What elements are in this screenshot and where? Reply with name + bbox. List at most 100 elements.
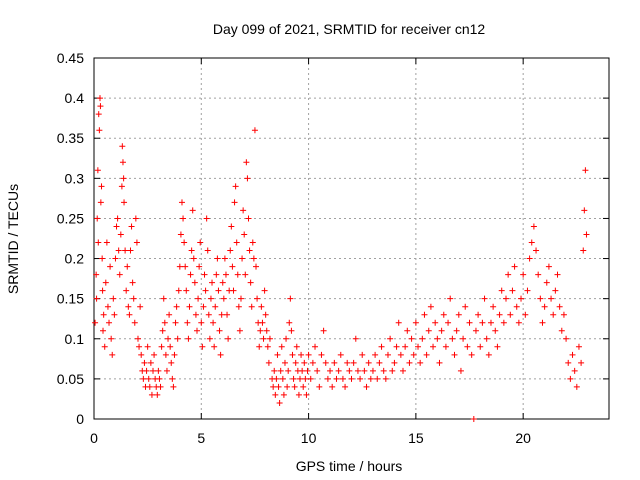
data-point [168, 359, 175, 366]
plot-frame [93, 57, 610, 420]
data-point [352, 335, 359, 342]
data-point [361, 367, 368, 374]
data-point [251, 127, 258, 134]
data-point [580, 247, 587, 254]
data-point [122, 247, 129, 254]
data-point [391, 359, 398, 366]
data-point [581, 207, 588, 214]
data-point [181, 239, 188, 246]
data-point [155, 367, 162, 374]
data-point [94, 167, 101, 174]
data-point [218, 311, 225, 318]
data-point [253, 263, 260, 270]
data-point [162, 351, 169, 358]
y-tick-label: 0.45 [57, 50, 84, 66]
data-point [318, 351, 325, 358]
data-point [109, 351, 116, 358]
data-point [129, 279, 136, 286]
data-point [102, 279, 109, 286]
data-point [127, 247, 134, 254]
data-points [92, 95, 590, 422]
data-point [490, 303, 497, 310]
data-point [348, 375, 355, 382]
data-point [300, 383, 307, 390]
data-point [438, 327, 445, 334]
data-point [415, 343, 422, 350]
data-point [278, 343, 285, 350]
data-point [272, 391, 279, 398]
x-tick-label: 10 [301, 430, 317, 446]
data-point [239, 255, 246, 262]
data-point [342, 383, 349, 390]
data-point [171, 351, 178, 358]
data-point [233, 239, 240, 246]
data-point [303, 391, 310, 398]
data-point [432, 319, 439, 326]
x-tick-label: 15 [408, 430, 424, 446]
data-point [175, 287, 182, 294]
data-point [246, 247, 253, 254]
data-point [284, 383, 291, 390]
data-point [107, 263, 114, 270]
data-point [460, 335, 467, 342]
data-point [301, 359, 308, 366]
data-point [387, 335, 394, 342]
data-point [232, 183, 239, 190]
data-point [173, 303, 180, 310]
data-point [222, 271, 229, 278]
data-point [494, 343, 501, 350]
data-point [217, 351, 224, 358]
data-point [442, 343, 449, 350]
data-point [533, 247, 540, 254]
data-point [449, 335, 456, 342]
data-point [524, 287, 531, 294]
data-point [331, 359, 338, 366]
data-point [346, 367, 353, 374]
data-point [552, 287, 559, 294]
data-point [372, 351, 379, 358]
x-tick-label: 0 [90, 430, 98, 446]
data-point [288, 327, 295, 334]
data-point [286, 319, 293, 326]
data-point [434, 335, 441, 342]
data-point [274, 351, 281, 358]
data-point [197, 239, 204, 246]
data-point [453, 327, 460, 334]
data-point [103, 239, 110, 246]
data-point [150, 367, 157, 374]
data-point [170, 383, 177, 390]
data-point [565, 359, 572, 366]
data-point [382, 375, 389, 382]
data-point [295, 391, 302, 398]
data-point [397, 351, 404, 358]
data-point [194, 327, 200, 334]
data-point [280, 391, 287, 398]
data-point [96, 127, 103, 134]
data-point [316, 383, 323, 390]
data-point [558, 327, 565, 334]
data-point [468, 351, 475, 358]
data-point [290, 375, 297, 382]
data-point [160, 295, 167, 302]
data-point [292, 359, 299, 366]
data-point [211, 343, 218, 350]
data-point [277, 367, 284, 374]
data-point [95, 239, 102, 246]
data-point [262, 311, 269, 318]
data-point [243, 159, 250, 166]
data-point [205, 311, 212, 318]
data-point [487, 319, 494, 326]
data-point [177, 231, 184, 238]
data-point [108, 335, 115, 342]
data-point [297, 375, 303, 382]
data-point [119, 143, 126, 150]
y-tick-label: 0.2 [65, 251, 85, 267]
data-point [172, 319, 179, 326]
chart-title: Day 099 of 2021, SRMTID for receiver cn1… [213, 21, 486, 37]
data-point [276, 399, 283, 406]
data-point [237, 295, 244, 302]
data-point [146, 383, 153, 390]
data-point [201, 271, 208, 278]
data-point [320, 327, 327, 334]
data-point [120, 175, 127, 182]
